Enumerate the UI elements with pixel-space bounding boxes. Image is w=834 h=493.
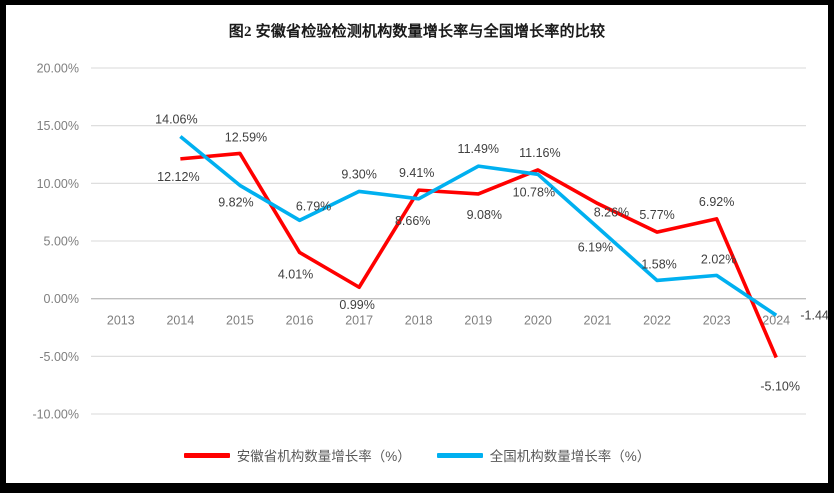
data-point-label: 11.16% xyxy=(519,146,560,160)
legend-entry[interactable]: 全国机构数量增长率（%） xyxy=(436,445,651,465)
data-point-label: 8.26% xyxy=(594,205,629,219)
series-line xyxy=(180,151,778,359)
y-axis-tick-label: -10.00% xyxy=(32,408,79,422)
data-point-label: 2.02% xyxy=(701,252,736,266)
data-point-label: 12.12% xyxy=(157,170,199,184)
series-lines xyxy=(179,135,778,359)
x-axis-tick-label: 2023 xyxy=(703,314,731,328)
x-axis-tick-label: 2014 xyxy=(166,314,194,328)
data-point-label: 0.99% xyxy=(339,298,374,312)
data-point-label: -5.10% xyxy=(760,379,800,393)
y-axis-tick-label: 0.00% xyxy=(44,292,79,306)
data-point-label: -1.44% xyxy=(800,308,828,322)
x-axis-tick-label: 2024 xyxy=(762,314,790,328)
data-point-label: 9.30% xyxy=(341,167,376,181)
data-point-label: 6.92% xyxy=(699,195,734,209)
data-point-label: 8.66% xyxy=(395,214,430,228)
legend-label: 全国机构数量增长率（%） xyxy=(489,449,651,464)
data-point-label: 14.06% xyxy=(155,113,197,127)
x-axis-tick-label: 2022 xyxy=(643,314,671,328)
data-point-label: 12.59% xyxy=(225,130,267,144)
grid-lines xyxy=(91,67,806,415)
data-point-label: 10.78% xyxy=(513,185,555,199)
y-axis-tick-label: 15.00% xyxy=(37,119,79,133)
data-point-label: 9.08% xyxy=(467,208,502,222)
legend-label: 安徽省机构数量增长率（%） xyxy=(236,449,411,464)
x-axis-tick-label: 2021 xyxy=(584,314,612,328)
y-axis-tick-label: 10.00% xyxy=(37,177,79,191)
data-point-label: 6.19% xyxy=(578,240,613,254)
data-point-label: 1.58% xyxy=(641,257,676,271)
x-axis-tick-label: 2016 xyxy=(286,314,314,328)
x-axis-tick-label: 2015 xyxy=(226,314,254,328)
chart-container: 图2 安徽省检验检测机构数量增长率与全国增长率的比较 20.00% 15.00% 1… xyxy=(6,5,828,483)
y-axis-tick-label: 20.00% xyxy=(37,62,79,76)
x-axis-tick-label: 2018 xyxy=(405,314,433,328)
legend-entry[interactable]: 安徽省机构数量增长率（%） xyxy=(183,445,411,465)
data-point-labels: 12.12% 12.59% 4.01% 0.99% 9.41% 9.08% 11.16% 8.… xyxy=(155,113,828,394)
y-axis-tick-labels: 20.00% 15.00% 10.00% 5.00% 0.00% -5.00% -10.00… xyxy=(32,62,79,422)
data-point-label: 5.77% xyxy=(639,208,674,222)
x-axis-tick-label: 2013 xyxy=(107,314,135,328)
legend-color-swatch xyxy=(183,452,230,458)
y-axis-tick-label: 5.00% xyxy=(44,235,79,249)
data-point-label: 11.49% xyxy=(458,142,499,156)
x-axis-tick-labels: 2013 2014 2015 2016 2017 2018 2019 2020 2021 2022… xyxy=(107,314,790,328)
series-line xyxy=(179,135,778,317)
legend-color-swatch xyxy=(436,452,483,458)
line-chart-plot: 20.00% 15.00% 10.00% 5.00% 0.00% -5.00% -10.00… xyxy=(32,62,828,422)
data-point-label: 9.82% xyxy=(218,195,253,209)
chart-title: 图2 安徽省检验检测机构数量增长率与全国增长率的比较 xyxy=(228,24,606,40)
chart-legend: 安徽省机构数量增长率（%） 全国机构数量增长率（%） xyxy=(6,445,828,465)
data-point-label: 6.79% xyxy=(296,199,331,213)
x-axis-tick-label: 2017 xyxy=(345,314,373,328)
data-point-label: 9.41% xyxy=(399,166,434,180)
x-axis-tick-label: 2020 xyxy=(524,314,552,328)
data-point-label: 4.01% xyxy=(278,267,313,281)
x-axis-tick-label: 2019 xyxy=(464,314,492,328)
y-axis-tick-label: -5.00% xyxy=(39,350,79,364)
